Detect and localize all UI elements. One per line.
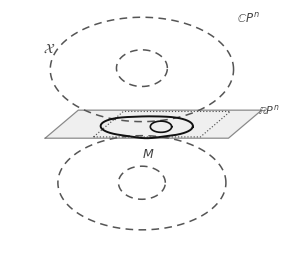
Text: $\mathbb{R}P^n$: $\mathbb{R}P^n$ xyxy=(258,103,279,117)
Text: $\mathbb{C}P^n$: $\mathbb{C}P^n$ xyxy=(237,12,260,26)
Text: $\mathcal{X}$: $\mathcal{X}$ xyxy=(43,42,55,56)
Text: $M$: $M$ xyxy=(142,148,155,161)
Polygon shape xyxy=(45,110,262,138)
